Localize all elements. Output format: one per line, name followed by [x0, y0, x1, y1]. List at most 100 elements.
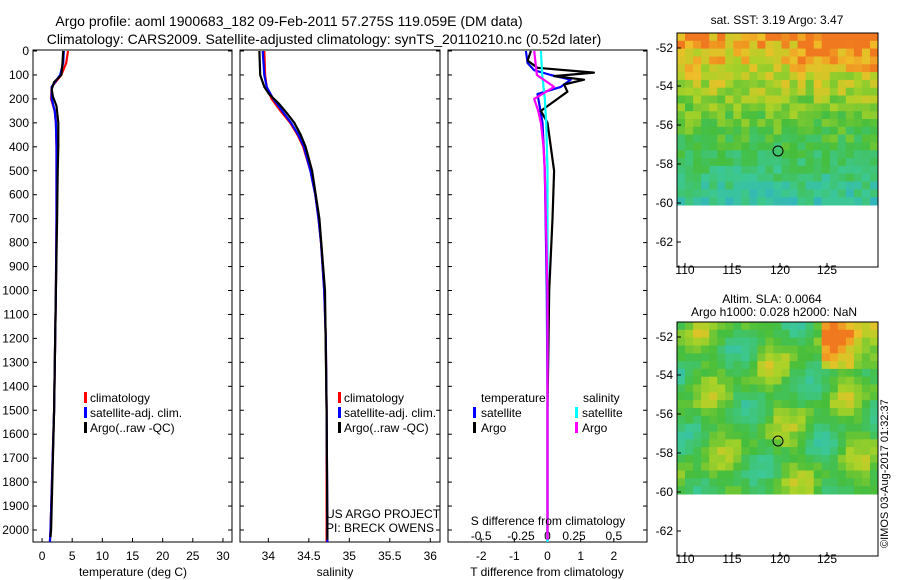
- map-cell: [685, 189, 694, 198]
- map-cell: [757, 376, 766, 385]
- map-cell: [845, 126, 855, 136]
- map-cell: [797, 181, 807, 190]
- map-cell: [773, 384, 782, 393]
- map-cell: [813, 103, 823, 112]
- map-cell: [853, 478, 863, 487]
- map-cell: [733, 400, 742, 409]
- map-cell: [725, 400, 734, 409]
- map-cell: [773, 478, 782, 487]
- depth-tick-label: 600: [9, 188, 29, 202]
- map-cell: [757, 322, 766, 331]
- map-cell: [870, 119, 879, 128]
- map-cell: [749, 150, 758, 159]
- map-cell: [797, 415, 807, 425]
- map-cell: [861, 353, 871, 362]
- map-cell: [693, 126, 702, 136]
- map-cell: [741, 439, 750, 448]
- map-cell: [701, 454, 710, 464]
- map-cell: [813, 189, 823, 198]
- map-cell: [789, 486, 799, 495]
- map-cell: [813, 376, 823, 385]
- map-cell: [853, 48, 863, 57]
- map-cell: [829, 337, 839, 346]
- map-cell: [789, 337, 799, 346]
- map-cell: [781, 119, 790, 128]
- map-cell: [837, 337, 847, 346]
- map-cell: [837, 189, 847, 198]
- map-cell: [741, 189, 750, 198]
- map-cell: [765, 87, 774, 96]
- map-cell: [781, 79, 790, 89]
- map-cell: [677, 64, 686, 73]
- map-cell: [805, 447, 815, 456]
- map-cell: [701, 119, 710, 128]
- map-cell: [870, 150, 879, 159]
- map-cell: [725, 337, 734, 346]
- map-cell: [685, 48, 694, 57]
- map-cell: [853, 439, 863, 448]
- map-cell: [693, 40, 702, 50]
- map-cell: [733, 72, 742, 81]
- map-cell: [813, 197, 823, 206]
- map-cell: [837, 158, 847, 167]
- map-cell: [757, 134, 766, 143]
- map-cell: [797, 408, 807, 417]
- map-cell: [677, 158, 686, 167]
- map-cell: [741, 368, 750, 378]
- map-cell: [845, 470, 855, 479]
- map-cell: [757, 423, 766, 432]
- map-cell: [837, 103, 847, 112]
- map-cell: [773, 368, 782, 378]
- map-cell: [757, 408, 766, 417]
- map-cell: [773, 72, 782, 81]
- map-cell: [781, 447, 790, 456]
- map-cell: [773, 353, 782, 362]
- map-cell: [741, 165, 750, 175]
- map-cell: [813, 119, 823, 128]
- map-cell: [725, 111, 734, 120]
- map-cell: [741, 95, 750, 104]
- sla-map-frame: [676, 321, 879, 557]
- map-cell: [773, 329, 782, 339]
- map-cell: [821, 165, 831, 175]
- map-cell: [805, 337, 815, 346]
- map-cell: [693, 368, 702, 378]
- map-cell: [741, 33, 750, 42]
- map-cell: [805, 423, 815, 432]
- map-cell: [725, 64, 734, 73]
- map-cell: [701, 56, 710, 65]
- map-cell: [741, 486, 750, 495]
- map-cell: [805, 361, 815, 370]
- map-cell: [717, 197, 726, 206]
- map-cell: [757, 454, 766, 464]
- sla-map-title-line1: Altim. SLA: 0.0064: [722, 292, 822, 306]
- map-cell: [789, 462, 799, 471]
- map-cell: [837, 173, 847, 182]
- map-cell: [853, 40, 863, 50]
- map-cell: [797, 337, 807, 346]
- s-diff-tick-label: 0.5: [605, 529, 622, 543]
- map-cell: [797, 197, 807, 206]
- map-cell: [813, 431, 823, 440]
- map-cell: [781, 197, 790, 206]
- map-cell: [837, 423, 847, 432]
- map-cell: [821, 439, 831, 448]
- map-cell: [741, 478, 750, 487]
- map-cell: [685, 337, 694, 346]
- map-cell: [845, 87, 855, 96]
- map-cell: [733, 142, 742, 151]
- map-cell: [861, 384, 871, 393]
- map-cell: [853, 87, 863, 96]
- map-cell: [861, 337, 871, 346]
- map-cell: [781, 87, 790, 96]
- map-cell: [733, 134, 742, 143]
- map-cell: [821, 486, 831, 495]
- map-cell: [701, 95, 710, 104]
- map-cell: [781, 368, 790, 378]
- map-cell: [693, 111, 702, 120]
- legend-label-climatology: climatology: [90, 391, 150, 405]
- map-cell: [741, 361, 750, 370]
- map-cell: [853, 454, 863, 464]
- map-cell: [853, 126, 863, 136]
